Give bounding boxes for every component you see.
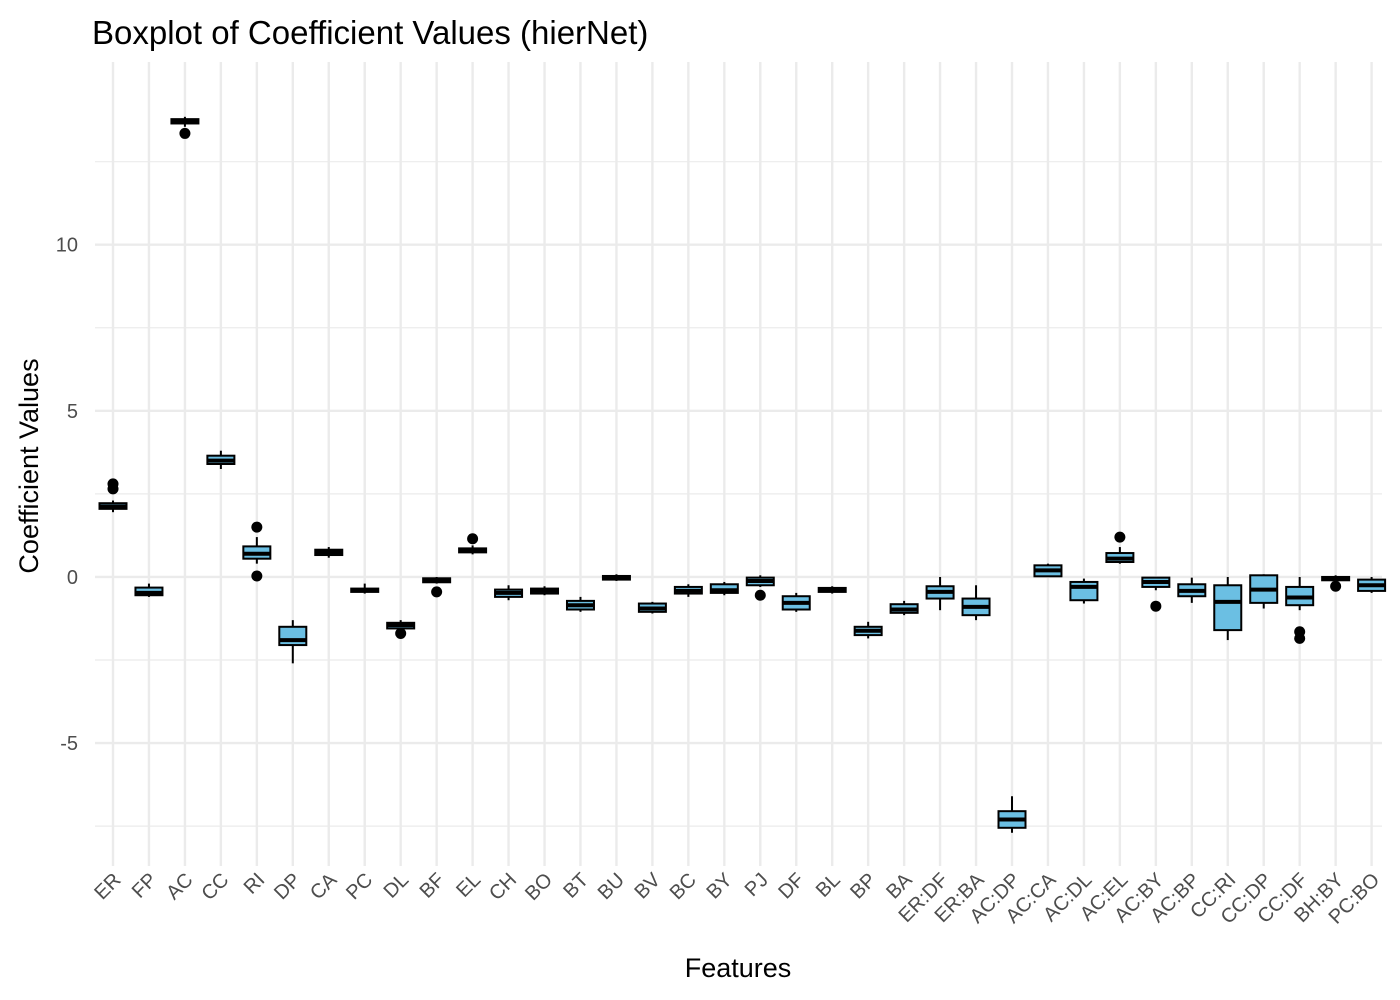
x-tick-label: BV	[631, 869, 666, 904]
box-cc	[206, 450, 236, 469]
y-axis-ticks: -5 0 5 10	[56, 235, 78, 755]
box-pc-bo	[1357, 576, 1387, 593]
x-tick-label: BT	[559, 869, 593, 903]
x-axis-title: Features	[685, 953, 792, 983]
box-bl	[817, 586, 847, 594]
outlier-point	[1150, 600, 1162, 612]
outlier-point	[251, 521, 263, 533]
x-tick-label: DF	[774, 869, 808, 903]
x-tick-label: CA	[306, 869, 342, 905]
box-cc-df	[1285, 576, 1315, 644]
box-ac-ca	[1033, 563, 1063, 578]
box-el	[458, 533, 488, 555]
outlier-point	[107, 478, 119, 490]
y-tick-label: -5	[60, 733, 78, 755]
x-tick-label: ER	[90, 869, 125, 904]
x-tick-label: BC	[666, 869, 701, 904]
outlier-point	[251, 570, 263, 582]
box-bp	[853, 621, 883, 639]
x-tick-label: CC	[197, 869, 233, 905]
outlier-point	[467, 533, 479, 545]
box-ac-by	[1141, 576, 1171, 612]
x-tick-label: BO	[521, 869, 557, 905]
x-tick-label: PC	[342, 869, 377, 904]
x-tick-label: BL	[812, 869, 845, 902]
box-ac-el	[1105, 531, 1135, 564]
box-bt	[565, 596, 595, 612]
box-er	[98, 478, 128, 513]
outlier-point	[1330, 580, 1342, 592]
box-pc	[350, 583, 380, 594]
box-rect	[1069, 580, 1099, 602]
y-tick-label: 10	[56, 235, 78, 257]
x-tick-label: AC	[162, 869, 197, 904]
box-bo	[530, 586, 560, 596]
box-df	[781, 592, 811, 612]
chart-title: Boxplot of Coefficient Values (hierNet)	[92, 14, 648, 51]
x-tick-label: BY	[702, 869, 736, 903]
box-er-df	[925, 576, 955, 611]
box-by	[709, 581, 739, 596]
box-series	[98, 116, 1387, 833]
box-ac-dp	[997, 796, 1027, 833]
outlier-point	[395, 627, 407, 639]
x-tick-label: RI	[240, 869, 270, 899]
x-tick-label: BF	[416, 869, 450, 903]
box-ca	[314, 547, 344, 558]
box-bv	[637, 601, 667, 614]
box-bh-by	[1321, 575, 1351, 592]
box-ac-bp	[1177, 577, 1207, 603]
box-dl	[386, 620, 416, 639]
box-ba	[889, 600, 919, 616]
box-rect	[1213, 584, 1243, 632]
box-cc-ri	[1213, 576, 1243, 641]
box-cc-dp	[1249, 574, 1279, 609]
x-tick-label: PJ	[741, 869, 773, 901]
x-tick-label: EL	[452, 869, 485, 902]
x-tick-label: CH	[485, 869, 521, 905]
box-ch	[494, 585, 524, 601]
box-pj	[745, 575, 775, 601]
outlier-point	[1294, 632, 1306, 644]
box-rect	[278, 625, 308, 647]
outlier-point	[1114, 531, 1126, 543]
box-ri	[242, 521, 272, 582]
x-tick-label: DL	[380, 869, 414, 903]
x-tick-label: BU	[594, 869, 629, 904]
outlier-point	[431, 586, 443, 598]
box-er-ba	[961, 585, 991, 621]
box-bc	[673, 584, 703, 597]
x-axis-ticks: ER FP AC CC RI DP CA PC DL BF EL CH BO BT BU BV BC BY PJ DF…	[90, 869, 1384, 929]
x-tick-label: FP	[128, 869, 162, 903]
box-bu	[601, 574, 631, 581]
y-axis-title: Coefficient Values	[14, 358, 44, 573]
box-bf	[422, 576, 452, 598]
box-dp	[278, 620, 308, 664]
y-tick-label: 5	[67, 401, 78, 423]
x-tick-label: BP	[846, 869, 880, 903]
box-ac-dl	[1069, 578, 1099, 604]
x-tick-label: DP	[270, 869, 305, 904]
outlier-point	[754, 589, 766, 601]
box-ac	[170, 116, 200, 139]
y-tick-label: 0	[67, 567, 78, 589]
box-fp	[134, 583, 164, 597]
outlier-point	[179, 127, 191, 139]
grid-lines	[95, 62, 1382, 866]
